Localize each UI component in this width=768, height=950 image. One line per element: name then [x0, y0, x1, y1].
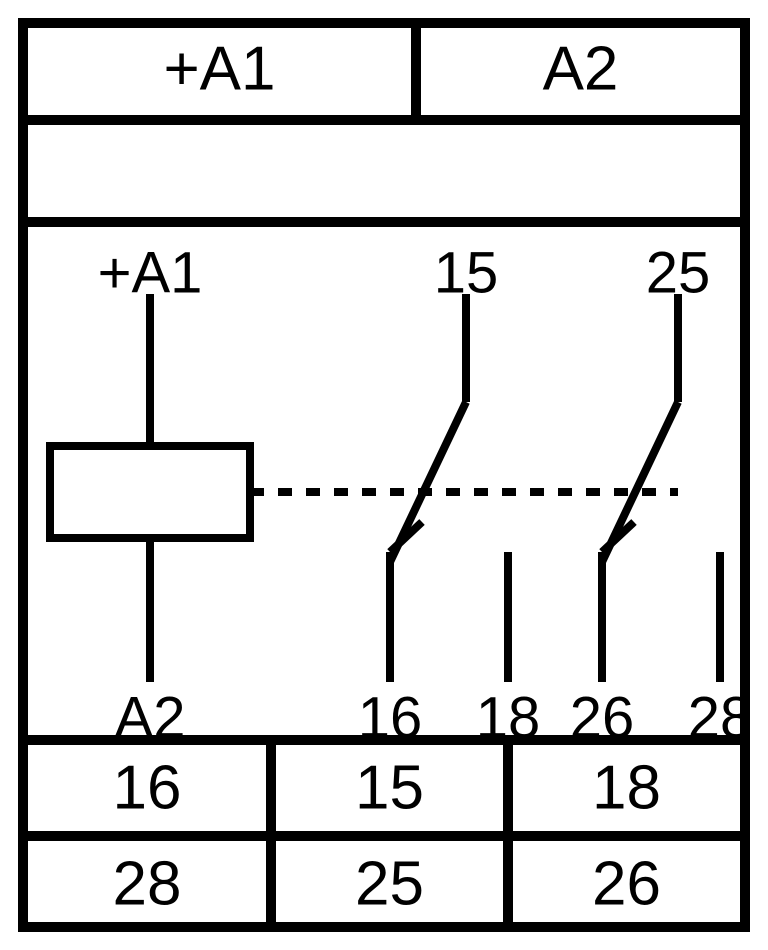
bottom-row2-cell-0: 28: [113, 849, 182, 918]
coil-label-a2: A2: [115, 685, 186, 750]
top-terminal-a1: +A1: [163, 34, 275, 103]
relay-wiring-diagram: +A1A2+A1A2151618252628161518282526: [18, 18, 750, 932]
bottom-row1-cell-2: 18: [592, 753, 661, 822]
diagram-svg: +A1A2+A1A2151618252628161518282526: [18, 18, 750, 932]
contact-2-nc-label: 26: [570, 685, 635, 750]
top-terminal-a2: A2: [543, 34, 619, 103]
bottom-row1-cell-0: 16: [113, 753, 182, 822]
bottom-row2-cell-1: 25: [355, 849, 424, 918]
bottom-row1-cell-1: 15: [355, 753, 424, 822]
contact-1-nc-label: 16: [358, 685, 423, 750]
contact-2-no-label: 28: [688, 685, 750, 750]
bottom-row2-cell-2: 26: [592, 849, 661, 918]
